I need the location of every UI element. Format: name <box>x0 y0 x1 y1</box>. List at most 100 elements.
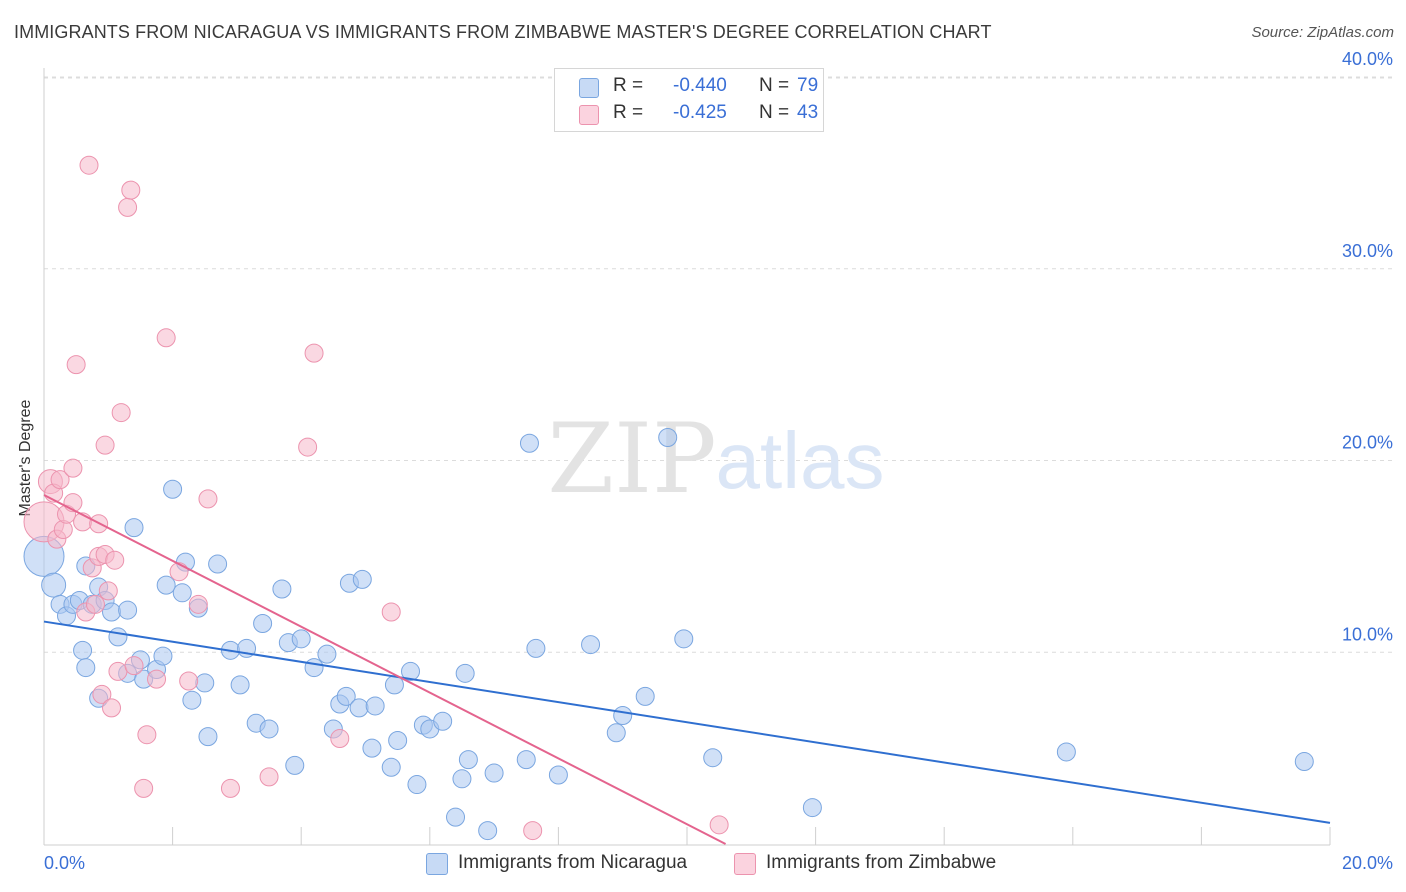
legend-r-label: R = <box>613 102 644 123</box>
data-point <box>63 458 83 478</box>
watermark-zip: ZIP <box>547 403 716 515</box>
data-point <box>291 629 311 649</box>
bottom-legend-swatch-nicaragua <box>426 853 448 875</box>
y-tick-label: 30.0% <box>1342 241 1393 261</box>
series-zimbabwe-points <box>23 155 729 841</box>
data-point <box>446 807 466 827</box>
data-point <box>526 638 546 658</box>
data-point <box>220 778 240 798</box>
data-point <box>198 727 218 747</box>
data-point <box>118 197 138 217</box>
legend-n-label: N = <box>759 75 790 96</box>
data-point <box>613 706 633 726</box>
data-point <box>163 479 183 499</box>
data-point <box>674 629 694 649</box>
data-point <box>259 767 279 787</box>
data-point <box>102 602 122 622</box>
data-point <box>606 723 626 743</box>
data-point <box>548 765 568 785</box>
data-point <box>182 690 202 710</box>
data-point <box>76 658 96 678</box>
data-point <box>105 550 125 570</box>
data-point <box>134 778 154 798</box>
data-point <box>802 798 822 818</box>
legend-swatch-nicaragua <box>579 78 599 98</box>
data-point <box>298 437 318 457</box>
data-point <box>147 669 167 689</box>
data-point <box>208 554 228 574</box>
data-point <box>362 738 382 758</box>
axes <box>43 68 1331 846</box>
data-point <box>195 673 215 693</box>
source-note: Source: ZipAtlas.com <box>1251 24 1394 41</box>
data-point <box>50 470 70 490</box>
data-point <box>79 155 99 175</box>
data-point <box>709 815 729 835</box>
data-point <box>304 658 324 678</box>
data-point <box>484 763 504 783</box>
data-point <box>352 569 372 589</box>
data-point <box>85 594 105 614</box>
data-point <box>66 355 86 375</box>
data-point <box>156 328 176 348</box>
data-point <box>635 686 655 706</box>
data-point <box>519 433 539 453</box>
data-point <box>179 671 199 691</box>
legend-n-label: N = <box>759 102 790 123</box>
data-point <box>53 520 73 540</box>
data-point <box>658 427 678 447</box>
data-point <box>285 755 305 775</box>
data-point <box>433 711 453 731</box>
legend-r-label: R = <box>613 75 644 96</box>
data-point <box>188 594 208 614</box>
data-point <box>407 775 427 795</box>
y-tick-label: 10.0% <box>1342 624 1393 644</box>
data-point <box>118 600 138 620</box>
data-point <box>1294 752 1314 772</box>
legend-r-value: -0.425 <box>673 102 727 123</box>
data-point <box>259 719 279 739</box>
data-point <box>230 675 250 695</box>
series-nicaragua-points <box>23 427 1314 841</box>
correlation-legend: R = -0.440 N = 79 R = -0.425 N = 43 <box>554 68 824 132</box>
trend-line-nicaragua <box>43 620 1331 824</box>
data-point <box>317 644 337 664</box>
data-point <box>381 757 401 777</box>
data-point <box>365 696 385 716</box>
data-point <box>349 698 369 718</box>
data-point <box>336 686 356 706</box>
data-point <box>124 518 144 538</box>
x-tick-label: 20.0% <box>1342 853 1393 873</box>
gridlines <box>44 76 1392 653</box>
legend-r-value: -0.440 <box>673 75 727 96</box>
data-point <box>304 343 324 363</box>
data-point <box>121 180 141 200</box>
data-point <box>111 403 131 423</box>
data-point <box>98 581 118 601</box>
data-point <box>401 661 421 681</box>
chart-title: IMMIGRANTS FROM NICARAGUA VS IMMIGRANTS … <box>14 22 992 42</box>
data-point <box>102 698 122 718</box>
x-tick-label: 0.0% <box>44 853 85 873</box>
data-point <box>92 684 112 704</box>
data-point <box>1056 742 1076 762</box>
data-point <box>198 489 218 509</box>
data-point <box>388 730 408 750</box>
data-point <box>169 562 189 582</box>
bottom-legend-label-nicaragua: Immigrants from Nicaragua <box>458 852 688 873</box>
data-point <box>108 627 128 647</box>
tick-labels: 10.0% 20.0% 30.0% 40.0% 0.0% 20.0% <box>44 49 1393 873</box>
data-point <box>516 750 536 770</box>
data-point <box>455 663 475 683</box>
data-point <box>253 613 273 633</box>
data-point <box>137 725 157 745</box>
data-point <box>581 635 601 655</box>
y-tick-label: 40.0% <box>1342 49 1393 69</box>
data-point <box>172 583 192 603</box>
data-point <box>458 750 478 770</box>
data-point <box>108 661 128 681</box>
trend-lines <box>43 494 1331 845</box>
data-point <box>272 579 292 599</box>
data-point <box>41 572 67 598</box>
